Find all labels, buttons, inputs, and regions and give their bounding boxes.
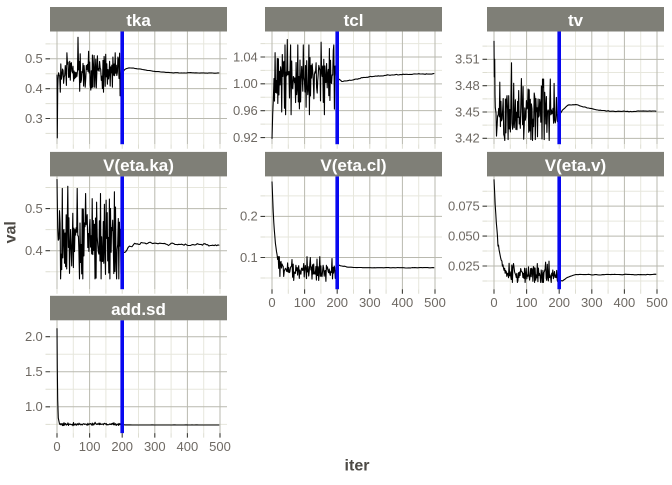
svg-text:0.2: 0.2	[240, 209, 257, 224]
svg-text:val: val	[3, 221, 20, 243]
svg-text:200: 200	[548, 295, 570, 310]
svg-text:V(eta.ka): V(eta.ka)	[103, 156, 174, 175]
svg-text:200: 200	[111, 439, 133, 454]
svg-text:100: 100	[79, 439, 101, 454]
svg-text:1.04: 1.04	[233, 49, 258, 64]
svg-text:300: 300	[144, 439, 166, 454]
svg-text:3.48: 3.48	[455, 78, 480, 93]
svg-text:3.51: 3.51	[455, 52, 480, 67]
svg-text:tcl: tcl	[344, 11, 364, 30]
svg-text:500: 500	[209, 439, 231, 454]
svg-text:0: 0	[268, 295, 275, 310]
svg-text:0.075: 0.075	[448, 199, 480, 214]
svg-text:100: 100	[294, 295, 316, 310]
svg-text:400: 400	[177, 439, 199, 454]
svg-text:0: 0	[53, 439, 60, 454]
svg-text:1.00: 1.00	[233, 76, 258, 91]
svg-text:0.3: 0.3	[25, 111, 42, 126]
svg-text:0.4: 0.4	[25, 81, 42, 96]
svg-text:3.45: 3.45	[455, 104, 480, 119]
svg-text:1.5: 1.5	[25, 364, 42, 379]
svg-text:0.5: 0.5	[25, 201, 42, 216]
svg-text:V(eta.cl): V(eta.cl)	[320, 156, 386, 175]
svg-text:0.050: 0.050	[448, 228, 480, 243]
svg-text:0.96: 0.96	[233, 103, 258, 118]
svg-text:1.0: 1.0	[25, 399, 42, 414]
svg-text:400: 400	[614, 295, 636, 310]
svg-text:0.025: 0.025	[448, 258, 480, 273]
svg-text:300: 300	[581, 295, 603, 310]
svg-text:500: 500	[646, 295, 668, 310]
svg-text:add.sd: add.sd	[111, 300, 166, 319]
svg-text:100: 100	[516, 295, 538, 310]
svg-text:400: 400	[392, 295, 414, 310]
svg-text:0.92: 0.92	[233, 130, 258, 145]
svg-text:tv: tv	[568, 11, 584, 30]
svg-text:200: 200	[326, 295, 348, 310]
svg-text:iter: iter	[345, 458, 370, 475]
svg-text:V(eta.v): V(eta.v)	[545, 156, 606, 175]
svg-text:0.1: 0.1	[240, 250, 257, 265]
svg-text:300: 300	[359, 295, 381, 310]
svg-text:0.4: 0.4	[25, 243, 42, 258]
svg-text:500: 500	[424, 295, 446, 310]
svg-text:tka: tka	[126, 11, 151, 30]
svg-text:3.42: 3.42	[455, 131, 480, 146]
svg-text:0.5: 0.5	[25, 51, 42, 66]
svg-text:0: 0	[490, 295, 497, 310]
svg-text:2.0: 2.0	[25, 329, 42, 344]
